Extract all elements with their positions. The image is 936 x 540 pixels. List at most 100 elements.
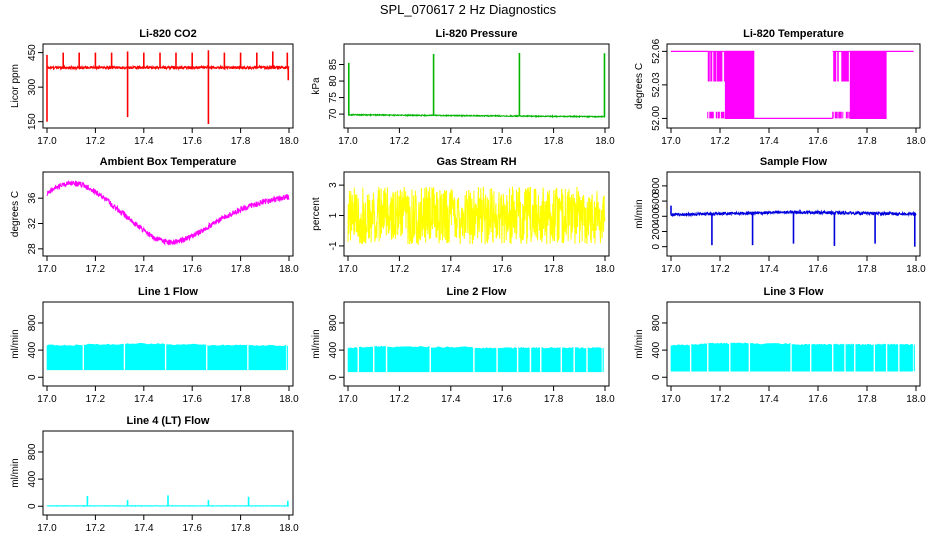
- x-tick-label: 17.2: [86, 136, 106, 147]
- chart-title: Li-820 Temperature: [743, 28, 844, 40]
- series-line: [46, 64, 290, 71]
- chart-title: Line 1 Flow: [138, 286, 198, 298]
- chart-title: Sample Flow: [760, 156, 828, 168]
- x-tick-label: 17.6: [808, 394, 828, 405]
- x-tick-label: 17.8: [857, 136, 877, 147]
- y-tick-label: 200: [651, 223, 662, 240]
- x-tick-label: 17.0: [661, 394, 681, 405]
- chart-line1: Line 1 Flow 17.0 17.2 17.4 17.6 17.8 18.0 0 400 8…: [10, 286, 299, 405]
- data-layer: [347, 186, 606, 246]
- x-tick-label: 17.6: [182, 523, 202, 534]
- chart-line4: Line 4 (LT) Flow 17.0 17.2 17.4 17.6 17.8 18.0…: [10, 415, 299, 534]
- x-tick-label: 17.6: [492, 394, 512, 405]
- plot-frame: [42, 171, 294, 257]
- y-tick-label: 70: [328, 108, 339, 120]
- x-tick-label: 18.0: [279, 523, 299, 534]
- x-tick-label: 18.0: [906, 264, 926, 275]
- x-tick-label: 17.0: [37, 136, 57, 147]
- y-axis-label: ml/min: [10, 458, 21, 487]
- x-tick-label: 17.4: [441, 394, 461, 405]
- y-tick-label: 36: [27, 192, 38, 204]
- y-tick-label: 80: [328, 75, 339, 87]
- y-tick-label: 400: [651, 208, 662, 225]
- plot-frame: [343, 171, 610, 257]
- plot-frame: [666, 43, 921, 129]
- dither-lines: [832, 51, 850, 119]
- x-tick-label: 17.6: [492, 264, 512, 275]
- y-tick-label: 52.00: [651, 105, 662, 130]
- flow-block: [670, 344, 690, 372]
- flow-block: [855, 343, 874, 372]
- chart-co2: Li-820 CO2 17.0 17.2 17.4 17.6 17.8 18.0 150 300…: [10, 28, 299, 147]
- chart-title: Li-820 CO2: [139, 28, 196, 40]
- data-layer: [347, 345, 604, 373]
- x-tick-label: 17.2: [710, 264, 730, 275]
- y-tick-label: 600: [651, 192, 662, 209]
- figure-title: SPL_070617 2 Hz Diagnostics: [379, 2, 557, 17]
- y-tick-label: 800: [27, 314, 38, 331]
- x-tick-label: 17.0: [338, 136, 358, 147]
- flow-block: [347, 346, 358, 373]
- y-tick-label: 0: [27, 503, 38, 509]
- y-tick-label: 52.06: [651, 38, 662, 63]
- y-tick-label: 800: [328, 314, 339, 331]
- series-line: [347, 112, 606, 119]
- chart-title: Line 2 Flow: [447, 286, 507, 298]
- x-tick-label: 18.0: [906, 394, 926, 405]
- x-tick-label: 17.0: [37, 264, 57, 275]
- x-tick-label: 17.2: [710, 394, 730, 405]
- x-tick-label: 17.6: [182, 136, 202, 147]
- x-tick-label: 17.0: [37, 394, 57, 405]
- y-tick-label: 75: [328, 92, 339, 104]
- data-layer: [670, 342, 915, 372]
- x-tick-label: 17.2: [86, 523, 106, 534]
- level-band: [849, 51, 887, 119]
- flow-block: [125, 343, 165, 371]
- y-tick-label: 28: [27, 243, 38, 255]
- x-tick-label: 17.0: [338, 394, 358, 405]
- plot-frame: [666, 301, 921, 387]
- chart-line3: Line 3 Flow 17.0 17.2 17.4 17.6 17.8 18.0 0 400 8…: [634, 286, 926, 405]
- y-tick-label: 300: [27, 78, 38, 95]
- plot-frame: [42, 430, 294, 516]
- flow-block: [518, 346, 530, 373]
- y-tick-label: 150: [27, 113, 38, 130]
- flow-block: [531, 346, 541, 373]
- x-tick-label: 17.2: [86, 264, 106, 275]
- x-tick-label: 17.6: [182, 264, 202, 275]
- y-tick-label: 800: [27, 443, 38, 460]
- x-tick-label: 17.0: [661, 264, 681, 275]
- x-tick-label: 17.6: [808, 136, 828, 147]
- plot-frame: [666, 171, 921, 257]
- flow-block: [833, 343, 845, 372]
- y-tick-label: 800: [651, 314, 662, 331]
- x-tick-label: 17.2: [86, 394, 106, 405]
- data-layer: [46, 343, 288, 371]
- flow-block: [791, 343, 810, 372]
- x-tick-label: 17.8: [231, 523, 251, 534]
- x-tick-label: 17.8: [857, 394, 877, 405]
- x-tick-label: 17.8: [544, 136, 564, 147]
- flow-block: [587, 346, 602, 373]
- flow-block: [541, 347, 561, 373]
- x-tick-label: 17.8: [231, 264, 251, 275]
- flow-block: [845, 343, 855, 372]
- data-layer: [46, 179, 290, 246]
- x-tick-label: 17.4: [134, 136, 154, 147]
- y-axis-label: degrees C: [10, 191, 21, 237]
- data-layer: [347, 52, 606, 119]
- x-tick-label: 18.0: [906, 136, 926, 147]
- y-axis-label: Licor ppm: [10, 64, 21, 108]
- y-tick-label: 52.03: [651, 72, 662, 97]
- y-tick-label: 0: [328, 374, 339, 380]
- chart-title: Li-820 Pressure: [436, 28, 518, 40]
- y-tick-label: 0: [651, 374, 662, 380]
- data-layer: [46, 50, 290, 124]
- x-tick-label: 17.4: [134, 264, 154, 275]
- x-tick-label: 17.2: [390, 394, 410, 405]
- chart-title: Line 4 (LT) Flow: [127, 415, 210, 427]
- plot-frame: [343, 301, 610, 387]
- y-axis-label: ml/min: [311, 329, 322, 358]
- x-tick-label: 18.0: [595, 136, 615, 147]
- x-tick-label: 17.8: [231, 136, 251, 147]
